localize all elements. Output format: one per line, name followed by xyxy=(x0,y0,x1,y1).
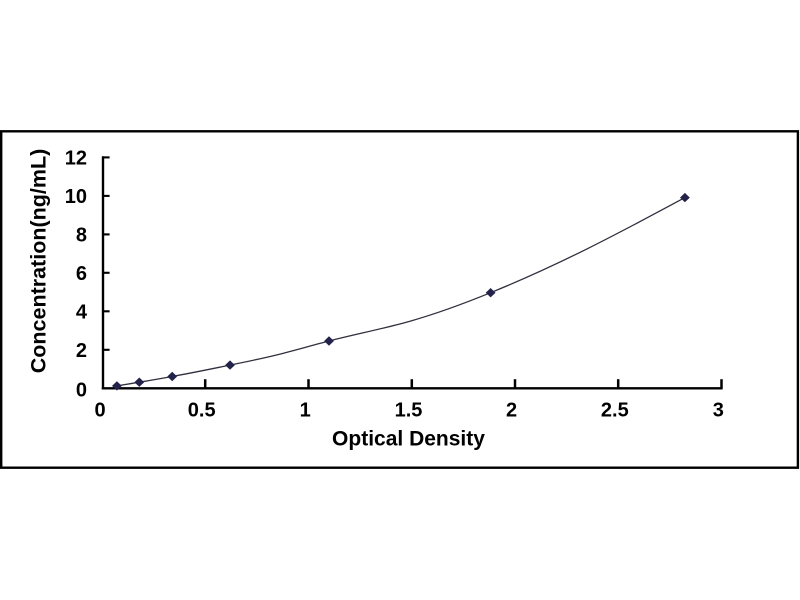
svg-text:2: 2 xyxy=(76,340,87,362)
svg-text:1: 1 xyxy=(300,400,311,422)
svg-text:10: 10 xyxy=(65,186,87,208)
svg-text:Optical Density: Optical Density xyxy=(332,428,485,451)
svg-text:3: 3 xyxy=(713,400,724,422)
svg-text:Concentration(ng/mL): Concentration(ng/mL) xyxy=(27,149,51,374)
svg-text:12: 12 xyxy=(65,147,87,169)
svg-text:1.5: 1.5 xyxy=(395,400,423,422)
svg-text:0: 0 xyxy=(76,379,87,401)
svg-text:4: 4 xyxy=(76,301,88,323)
svg-text:8: 8 xyxy=(76,224,87,246)
svg-text:2: 2 xyxy=(506,400,517,422)
svg-text:2.5: 2.5 xyxy=(601,400,629,422)
svg-text:0: 0 xyxy=(94,400,105,422)
svg-text:0.5: 0.5 xyxy=(188,400,216,422)
svg-text:6: 6 xyxy=(76,263,87,285)
